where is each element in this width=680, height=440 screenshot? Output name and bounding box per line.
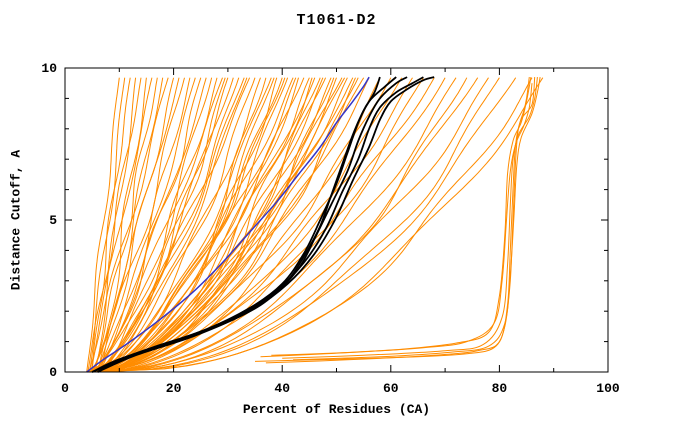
- model-curve: [95, 77, 446, 373]
- x-tick-label: 100: [596, 381, 620, 396]
- model-curve: [94, 77, 297, 373]
- model-curve: [96, 77, 468, 373]
- model-curve: [95, 77, 289, 373]
- model-curve: [99, 77, 392, 373]
- model-curve: [97, 77, 272, 373]
- model-curve: [293, 77, 541, 361]
- model-curve: [93, 77, 457, 373]
- model-curve: [88, 77, 278, 373]
- x-tick-label: 20: [166, 381, 182, 396]
- model-curve: [86, 77, 120, 373]
- chart-title: T1061-D2: [296, 12, 377, 29]
- model-curve: [98, 77, 346, 373]
- x-tick-label: 60: [383, 381, 399, 396]
- model-curve: [93, 77, 191, 373]
- model-curve: [90, 77, 240, 373]
- model-curve: [94, 77, 137, 373]
- model-curve: [87, 77, 142, 373]
- model-curve: [100, 77, 354, 373]
- plot-frame: [64, 67, 609, 373]
- x-axis-label: Percent of Residues (CA): [242, 402, 431, 417]
- model-curve: [99, 77, 294, 373]
- model-curve: [95, 77, 500, 373]
- highlight-curve: [97, 76, 408, 373]
- model-curves: [86, 77, 544, 373]
- model-curve: [260, 77, 532, 358]
- highlight-curve: [97, 76, 435, 373]
- model-curve: [100, 77, 316, 373]
- x-tick-label: 80: [492, 381, 508, 396]
- x-tick-label: 0: [61, 381, 69, 396]
- model-curve: [271, 83, 533, 356]
- highlight-curve: [91, 76, 424, 373]
- model-curve: [89, 77, 299, 373]
- model-curve: [282, 77, 538, 359]
- model-curve: [92, 77, 359, 373]
- model-curve: [97, 77, 544, 373]
- model-curve: [97, 77, 147, 373]
- x-tick-label: 40: [274, 381, 290, 396]
- y-tick-label: 5: [49, 213, 57, 228]
- model-curve: [92, 77, 223, 373]
- model-curve: [95, 77, 207, 373]
- model-curve: [98, 77, 196, 373]
- model-curve: [89, 77, 185, 373]
- model-curve: [90, 77, 153, 373]
- model-curve: [97, 77, 286, 373]
- reference-curve: [86, 76, 370, 373]
- model-curve: [92, 77, 324, 373]
- model-curve: [94, 77, 413, 373]
- model-curve: [91, 77, 131, 373]
- model-curve: [100, 77, 479, 373]
- model-curve: [98, 77, 517, 373]
- model-curve: [88, 77, 169, 373]
- model-curve: [91, 77, 356, 373]
- model-curve: [100, 77, 226, 373]
- y-tick-label: 0: [49, 365, 57, 380]
- model-curve: [92, 77, 435, 373]
- model-curve: [92, 77, 158, 373]
- highlight-curve: [91, 76, 397, 373]
- model-curve: [92, 77, 489, 373]
- y-tick-label: 10: [41, 61, 57, 76]
- y-axis-label: Distance Cutoff, A: [8, 149, 24, 291]
- model-curve: [90, 77, 261, 373]
- model-curve: [99, 77, 234, 373]
- axis-ticks: [64, 67, 609, 373]
- model-curve: [89, 77, 313, 373]
- highlight-curves: [91, 76, 435, 373]
- model-curve: [97, 77, 251, 373]
- model-curve: [95, 77, 335, 373]
- model-curve: [94, 77, 533, 373]
- model-curve: [94, 77, 327, 373]
- model-curve: [93, 77, 370, 373]
- model-curve: [89, 77, 256, 373]
